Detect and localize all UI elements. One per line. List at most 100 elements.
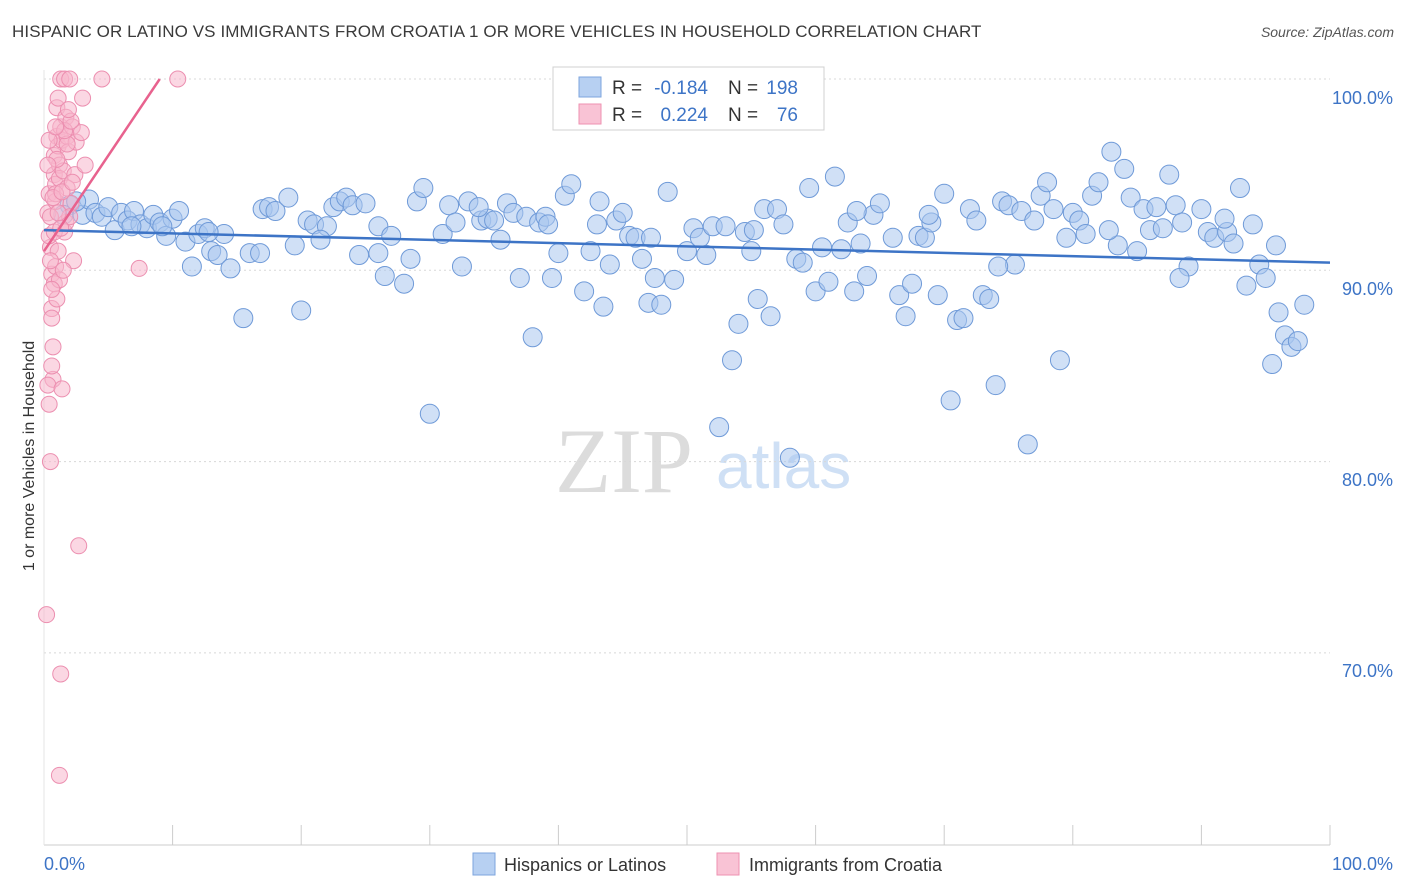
point-hispanics bbox=[250, 243, 271, 264]
point-hispanics bbox=[419, 403, 440, 424]
point-hispanics bbox=[1191, 199, 1212, 220]
point-hispanics bbox=[1242, 214, 1263, 235]
point-hispanics bbox=[484, 210, 505, 231]
point-hispanics bbox=[1017, 434, 1038, 455]
point-hispanics bbox=[844, 281, 865, 302]
point-croatia bbox=[169, 70, 187, 88]
point-croatia bbox=[52, 665, 70, 683]
point-croatia bbox=[50, 766, 68, 784]
point-hispanics bbox=[1165, 195, 1186, 216]
point-hispanics bbox=[812, 237, 833, 258]
point-hispanics bbox=[979, 288, 1000, 309]
point-hispanics bbox=[181, 256, 202, 277]
point-hispanics bbox=[1169, 267, 1190, 288]
point-hispanics bbox=[985, 375, 1006, 396]
point-hispanics bbox=[1114, 158, 1135, 179]
bottom-legend-label-hispanics: Hispanics or Latinos bbox=[504, 855, 666, 875]
y-tick-90: 90.0% bbox=[1342, 279, 1393, 299]
point-hispanics bbox=[291, 300, 312, 321]
point-hispanics bbox=[1255, 267, 1276, 288]
point-hispanics bbox=[152, 216, 173, 237]
point-hispanics bbox=[882, 227, 903, 248]
point-hispanics bbox=[895, 306, 916, 327]
point-hispanics bbox=[355, 193, 376, 214]
source-label: Source: ZipAtlas.com bbox=[1260, 24, 1394, 40]
point-hispanics bbox=[799, 178, 820, 199]
point-hispanics bbox=[1004, 254, 1025, 275]
point-hispanics bbox=[593, 296, 614, 317]
point-hispanics bbox=[640, 227, 661, 248]
x-tick-0: 0.0% bbox=[44, 854, 85, 874]
series-croatia-points bbox=[38, 70, 187, 784]
point-hispanics bbox=[940, 390, 961, 411]
point-hispanics bbox=[1214, 208, 1235, 229]
point-hispanics bbox=[169, 200, 190, 221]
point-croatia bbox=[43, 309, 61, 327]
point-hispanics bbox=[857, 266, 878, 287]
point-hispanics bbox=[1287, 331, 1308, 352]
trend-line-croatia bbox=[42, 78, 161, 252]
point-croatia bbox=[43, 280, 61, 298]
point-hispanics bbox=[490, 229, 511, 250]
point-hispanics bbox=[207, 244, 228, 265]
point-croatia bbox=[74, 89, 92, 107]
point-hispanics bbox=[966, 210, 987, 231]
y-tick-80: 80.0% bbox=[1342, 470, 1393, 490]
x-tick-100: 100.0% bbox=[1332, 854, 1393, 874]
point-hispanics bbox=[1294, 294, 1315, 315]
point-croatia bbox=[59, 101, 77, 119]
point-hispanics bbox=[657, 181, 678, 202]
point-hispanics bbox=[902, 273, 923, 294]
point-hispanics bbox=[1268, 302, 1289, 323]
legend-n-value-1: 198 bbox=[766, 78, 798, 99]
point-hispanics bbox=[381, 225, 402, 246]
point-hispanics bbox=[741, 241, 762, 262]
point-hispanics bbox=[451, 256, 472, 277]
point-hispanics bbox=[927, 285, 948, 306]
point-hispanics bbox=[541, 267, 562, 288]
point-croatia bbox=[54, 261, 72, 279]
point-hispanics bbox=[818, 271, 839, 292]
point-hispanics bbox=[988, 256, 1009, 277]
point-croatia bbox=[39, 156, 57, 174]
point-croatia bbox=[41, 453, 59, 471]
point-hispanics bbox=[284, 235, 305, 256]
chart-title: HISPANIC OR LATINO VS IMMIGRANTS FROM CR… bbox=[12, 22, 982, 41]
point-hispanics bbox=[198, 222, 219, 243]
point-hispanics bbox=[846, 200, 867, 221]
point-hispanics bbox=[586, 214, 607, 235]
legend-r-label-1: R = bbox=[612, 78, 642, 99]
point-hispanics bbox=[394, 273, 415, 294]
correlation-legend: R = -0.184 N = 198 R = 0.224 N = 76 bbox=[552, 66, 825, 131]
point-hispanics bbox=[1159, 164, 1180, 185]
point-croatia bbox=[40, 395, 58, 413]
point-hispanics bbox=[1223, 233, 1244, 254]
point-hispanics bbox=[265, 200, 286, 221]
point-hispanics bbox=[1088, 172, 1109, 193]
bottom-legend-swatch-pink bbox=[716, 852, 740, 876]
point-hispanics bbox=[574, 281, 595, 302]
point-hispanics bbox=[651, 294, 672, 315]
legend-r-value-2: 0.224 bbox=[660, 105, 708, 126]
point-hispanics bbox=[580, 241, 601, 262]
point-hispanics bbox=[445, 212, 466, 233]
point-hispanics bbox=[468, 197, 489, 218]
point-hispanics bbox=[1152, 218, 1173, 239]
point-hispanics bbox=[220, 258, 241, 279]
point-hispanics bbox=[889, 285, 910, 306]
point-hispanics bbox=[869, 193, 890, 214]
point-hispanics bbox=[760, 306, 781, 327]
point-hispanics bbox=[1146, 197, 1167, 218]
point-hispanics bbox=[1127, 241, 1148, 262]
point-hispanics bbox=[538, 214, 559, 235]
point-hispanics bbox=[561, 174, 582, 195]
point-hispanics bbox=[1236, 275, 1257, 296]
point-croatia bbox=[61, 70, 79, 88]
point-hispanics bbox=[722, 350, 743, 371]
point-hispanics bbox=[1172, 212, 1193, 233]
point-hispanics bbox=[1229, 178, 1250, 199]
point-croatia bbox=[41, 252, 59, 270]
point-hispanics bbox=[522, 327, 543, 348]
series-legend: Hispanics or Latinos Immigrants from Cro… bbox=[472, 852, 943, 876]
